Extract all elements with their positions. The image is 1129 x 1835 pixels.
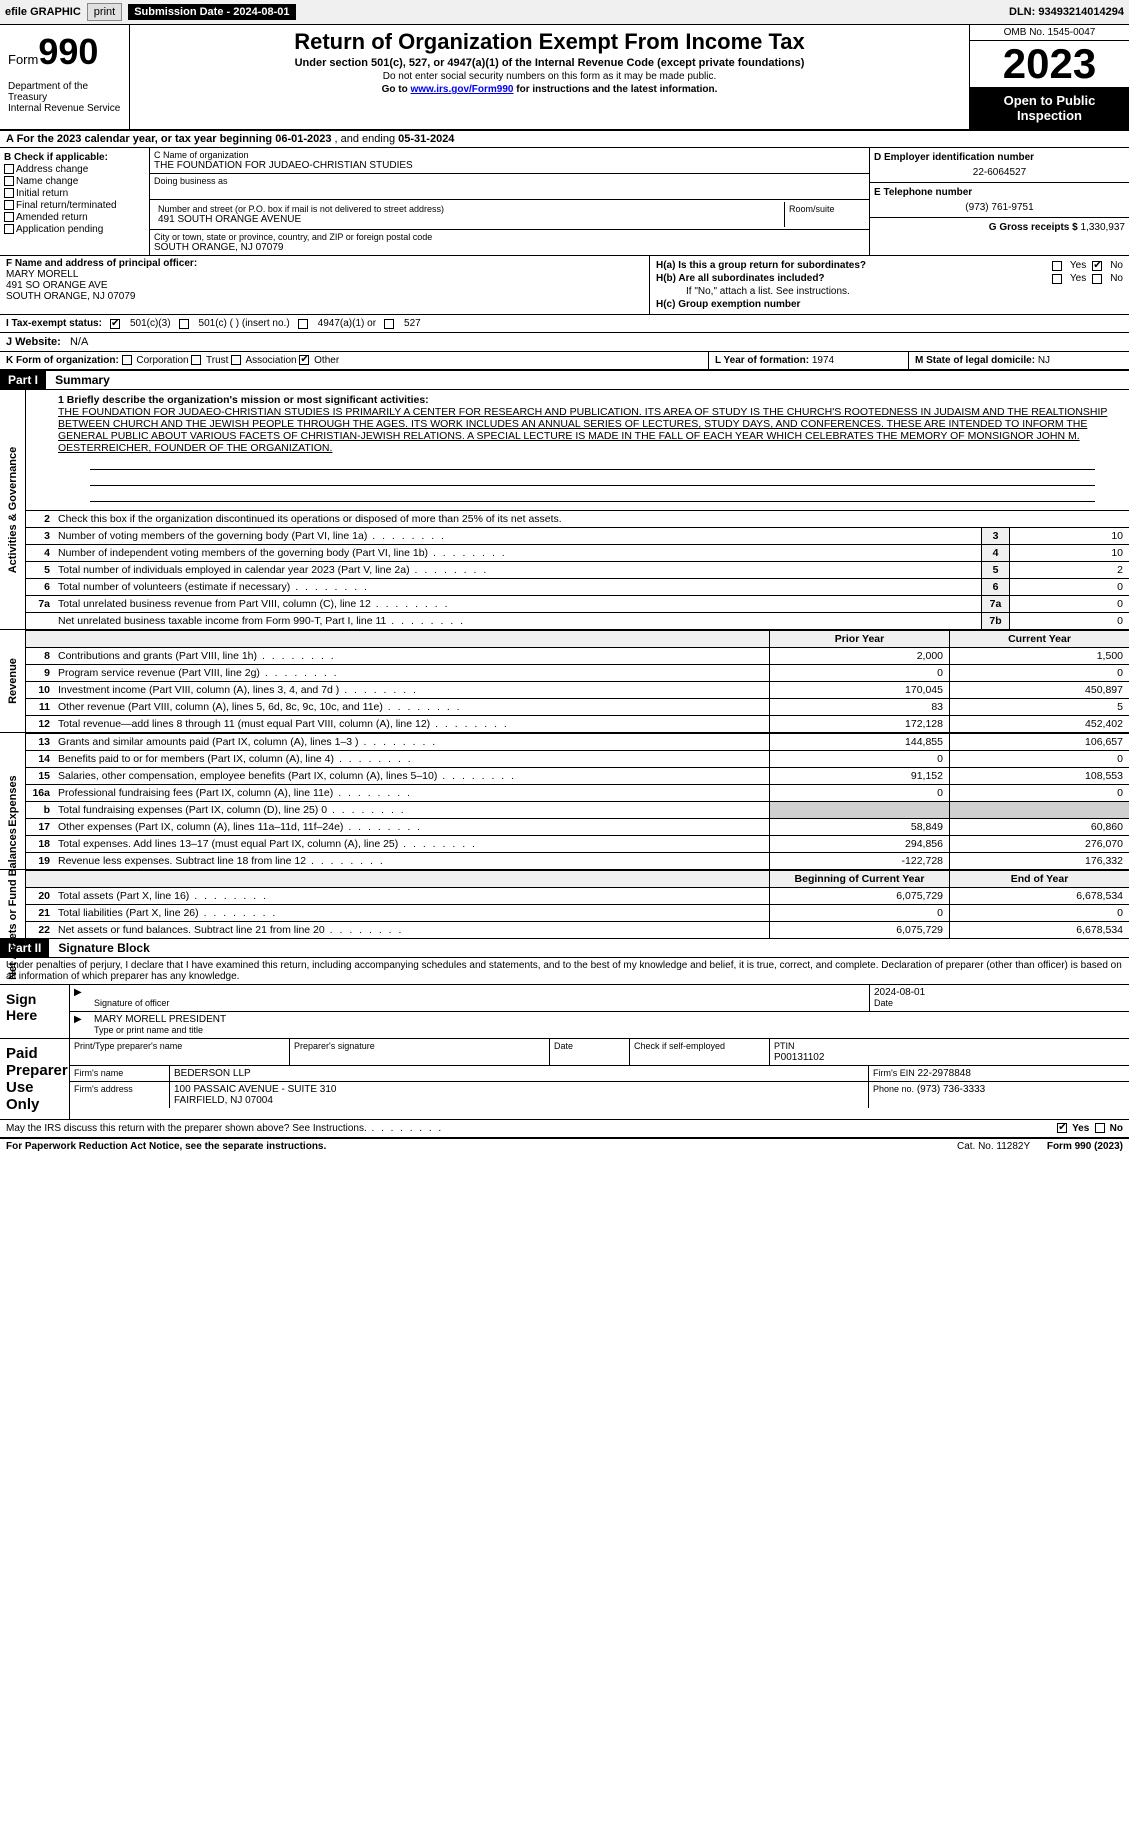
line-12: 12Total revenue—add lines 8 through 11 (… [26, 715, 1129, 732]
line-14: 14Benefits paid to or for members (Part … [26, 750, 1129, 767]
line-9: 9Program service revenue (Part VIII, lin… [26, 664, 1129, 681]
line-17: 17Other expenses (Part IX, column (A), l… [26, 818, 1129, 835]
chk-initial-return[interactable]: Initial return [4, 188, 145, 199]
line-3: 3Number of voting members of the governi… [26, 527, 1129, 544]
form-title: Return of Organization Exempt From Incom… [134, 29, 965, 55]
org-city: SOUTH ORANGE, NJ 07079 [154, 242, 865, 253]
officer-name: MARY MORELL [6, 269, 78, 280]
sig-date: 2024-08-01 [874, 987, 925, 998]
print-button[interactable]: print [87, 3, 122, 21]
section-governance: Activities & Governance 1 Briefly descri… [0, 390, 1129, 630]
sign-here-block: Sign Here ▶Signature of officer2024-08-0… [0, 985, 1129, 1039]
website: N/A [70, 336, 88, 348]
chk-trust[interactable] [191, 355, 201, 365]
checkboxes-b: B Check if applicable: Address change Na… [0, 148, 150, 255]
chk-501c3[interactable] [110, 319, 120, 329]
state-domicile: NJ [1038, 355, 1050, 366]
instructions-link[interactable]: Go to www.irs.gov/Form990 for instructio… [134, 84, 965, 95]
department: Department of the Treasury Internal Reve… [8, 81, 121, 114]
line-19: 19Revenue less expenses. Subtract line 1… [26, 852, 1129, 869]
chk-4947[interactable] [298, 319, 308, 329]
top-bar: efile GRAPHIC print Submission Date - 20… [0, 0, 1129, 25]
chk-group-no[interactable] [1092, 261, 1102, 271]
tax-year-row: A For the 2023 calendar year, or tax yea… [0, 131, 1129, 148]
line-16a: 16aProfessional fundraising fees (Part I… [26, 784, 1129, 801]
form-header: Form990 Department of the Treasury Inter… [0, 25, 1129, 131]
org-name: THE FOUNDATION FOR JUDAEO-CHRISTIAN STUD… [154, 160, 865, 171]
chk-group-yes[interactable] [1052, 261, 1062, 271]
chk-501c[interactable] [179, 319, 189, 329]
chk-other[interactable] [299, 355, 309, 365]
section-net-assets: Net Assets or Fund Balances Beginning of… [0, 870, 1129, 939]
form-number-box: Form990 Department of the Treasury Inter… [0, 25, 130, 129]
chk-527[interactable] [384, 319, 394, 329]
dln: DLN: 93493214014294 [1009, 6, 1124, 18]
chk-amended[interactable]: Amended return [4, 212, 145, 223]
line-7b: Net unrelated business taxable income fr… [26, 612, 1129, 629]
part-i-header: Part I Summary [0, 371, 1129, 390]
phone: (973) 761-9751 [874, 202, 1125, 213]
ein-phone: D Employer identification number22-60645… [869, 148, 1129, 255]
chk-assoc[interactable] [231, 355, 241, 365]
line-21: 21Total liabilities (Part X, line 26)00 [26, 904, 1129, 921]
line-10: 10Investment income (Part VIII, column (… [26, 681, 1129, 698]
ein: 22-6064527 [874, 167, 1125, 178]
title-box: Return of Organization Exempt From Incom… [130, 25, 969, 129]
line-7a: 7aTotal unrelated business revenue from … [26, 595, 1129, 612]
officer-sig-name: MARY MORELL PRESIDENT [94, 1014, 226, 1025]
paid-preparer-block: Paid Preparer Use Only Print/Type prepar… [0, 1039, 1129, 1120]
part-ii-header: Part II Signature Block [0, 939, 1129, 958]
line-22: 22Net assets or fund balances. Subtract … [26, 921, 1129, 938]
efile-label: efile GRAPHIC [5, 6, 81, 18]
org-address: 491 SOUTH ORANGE AVENUE [158, 214, 780, 225]
gross-receipts: 1,330,937 [1081, 222, 1126, 233]
firm-ein: 22-2978848 [918, 1068, 971, 1079]
year-formation: 1974 [812, 355, 834, 366]
chk-final-return[interactable]: Final return/terminated [4, 200, 145, 211]
line-4: 4Number of independent voting members of… [26, 544, 1129, 561]
chk-sub-yes[interactable] [1052, 274, 1062, 284]
line-20: 20Total assets (Part X, line 16)6,075,72… [26, 887, 1129, 904]
mission-text: THE FOUNDATION FOR JUDAEO-CHRISTIAN STUD… [58, 406, 1107, 454]
chk-address-change[interactable]: Address change [4, 164, 145, 175]
tax-exempt-row: I Tax-exempt status: 501(c)(3) 501(c) ( … [0, 315, 1129, 333]
chk-name-change[interactable]: Name change [4, 176, 145, 187]
chk-application[interactable]: Application pending [4, 224, 145, 235]
org-info: C Name of organizationTHE FOUNDATION FOR… [150, 148, 869, 255]
website-row: J Website: N/A [0, 333, 1129, 352]
footer: For Paperwork Reduction Act Notice, see … [0, 1139, 1129, 1154]
submission-date: Submission Date - 2024-08-01 [128, 4, 295, 20]
firm-phone: (973) 736-3333 [917, 1084, 985, 1095]
firm-name: BEDERSON LLP [174, 1068, 251, 1079]
line-6: 6Total number of volunteers (estimate if… [26, 578, 1129, 595]
chk-discuss-no[interactable] [1095, 1123, 1105, 1133]
line-18: 18Total expenses. Add lines 13–17 (must … [26, 835, 1129, 852]
line-b: bTotal fundraising expenses (Part IX, co… [26, 801, 1129, 818]
perjury-declaration: Under penalties of perjury, I declare th… [0, 958, 1129, 985]
discuss-row: May the IRS discuss this return with the… [0, 1120, 1129, 1139]
line-15: 15Salaries, other compensation, employee… [26, 767, 1129, 784]
ptin: P00131102 [774, 1052, 824, 1063]
section-expenses: Expenses 13Grants and similar amounts pa… [0, 733, 1129, 870]
chk-corp[interactable] [122, 355, 132, 365]
chk-discuss-yes[interactable] [1057, 1123, 1067, 1133]
section-revenue: Revenue Prior YearCurrent Year 8Contribu… [0, 630, 1129, 733]
line-8: 8Contributions and grants (Part VIII, li… [26, 647, 1129, 664]
line-11: 11Other revenue (Part VIII, column (A), … [26, 698, 1129, 715]
year-box: OMB No. 1545-0047 2023 Open to Public In… [969, 25, 1129, 129]
chk-sub-no[interactable] [1092, 274, 1102, 284]
officer-group-row: F Name and address of principal officer:… [0, 256, 1129, 315]
line-5: 5Total number of individuals employed in… [26, 561, 1129, 578]
org-form-row: K Form of organization: Corporation Trus… [0, 352, 1129, 371]
identity-grid: B Check if applicable: Address change Na… [0, 148, 1129, 256]
line-13: 13Grants and similar amounts paid (Part … [26, 733, 1129, 750]
